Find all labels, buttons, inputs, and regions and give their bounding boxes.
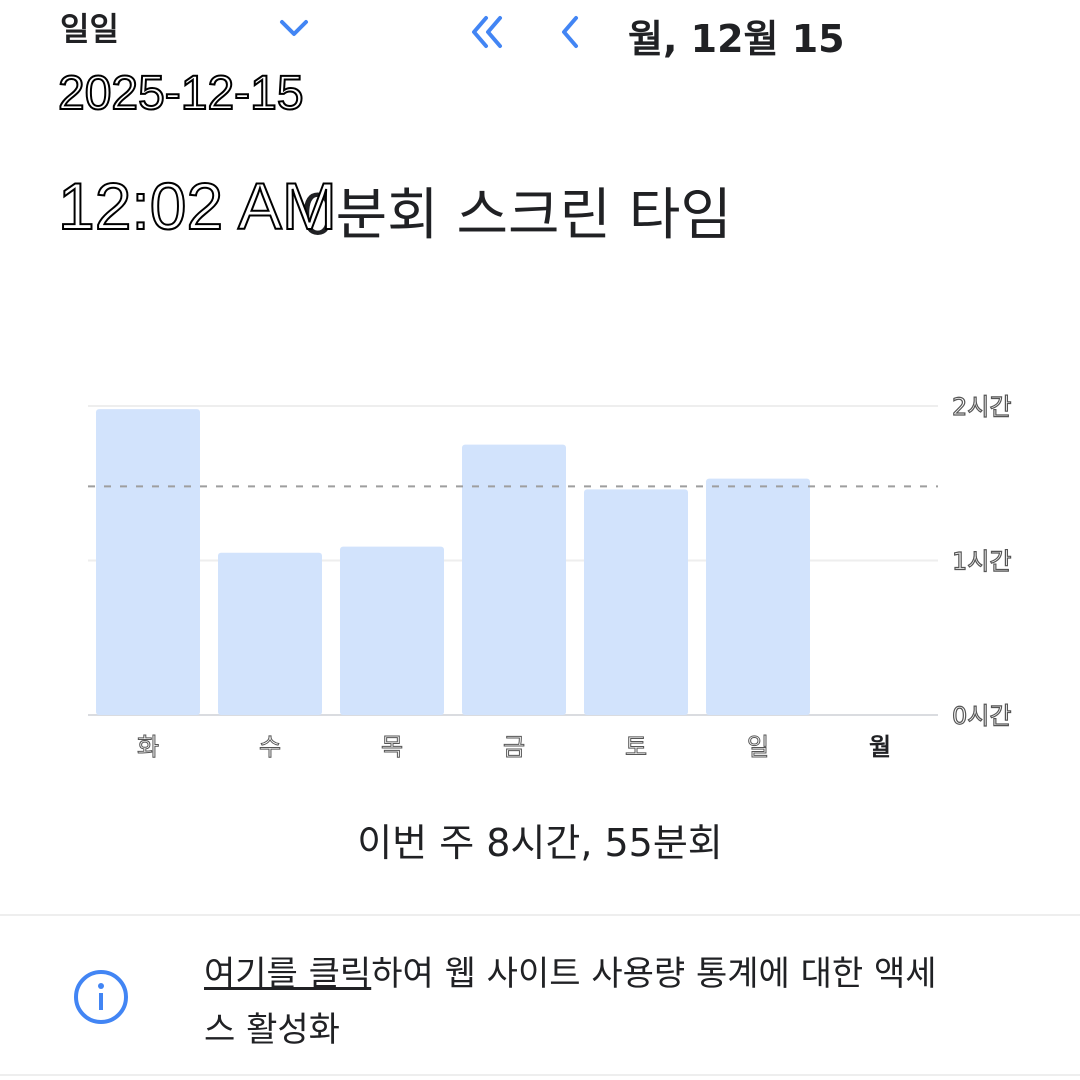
page-title: 0분회 스크린 타임 <box>300 183 732 248</box>
x-tick-label: 금 <box>503 733 525 761</box>
bar <box>706 478 810 715</box>
x-tick-label: 일 <box>747 733 769 761</box>
info-icon <box>74 970 128 1024</box>
period-selector[interactable]: 일일 <box>60 10 119 48</box>
weekly-summary: 이번 주 8시간, 55분회 <box>357 821 723 865</box>
enable-website-stats-link[interactable]: 여기를 클릭하여 웹 사이트 사용량 통계에 대한 액세스 활성화 <box>204 946 964 1058</box>
x-tick-label: 화 <box>137 733 159 761</box>
bar <box>340 546 444 715</box>
date-label: 월, 12월 15 <box>628 17 845 61</box>
chevron-down-icon[interactable] <box>276 14 312 44</box>
bar <box>218 552 322 715</box>
link-text[interactable]: 여기를 클릭 <box>204 954 372 994</box>
x-tick-label: 목 <box>381 733 403 761</box>
x-tick-label: 토 <box>625 733 647 761</box>
chevron-left-icon[interactable] <box>556 12 586 52</box>
bar <box>96 409 200 715</box>
divider <box>0 914 1080 916</box>
info-text: 하여 웹 사이트 사용량 통계에 대한 액세스 활성화 <box>204 954 937 1050</box>
y-tick-label: 2시간 <box>952 393 1011 421</box>
y-tick-label: 1시간 <box>952 548 1011 576</box>
overlay-time: 12:02 AM <box>57 168 338 244</box>
x-tick-label: 월 <box>869 733 891 761</box>
bar <box>584 489 688 715</box>
double-chevron-left-icon[interactable] <box>466 12 508 52</box>
bar <box>462 444 566 715</box>
y-tick-label: 0시간 <box>952 702 1011 730</box>
x-tick-label: 수 <box>259 733 281 761</box>
overlay-date: 2025-12-15 <box>57 66 305 121</box>
divider <box>0 1074 1080 1076</box>
